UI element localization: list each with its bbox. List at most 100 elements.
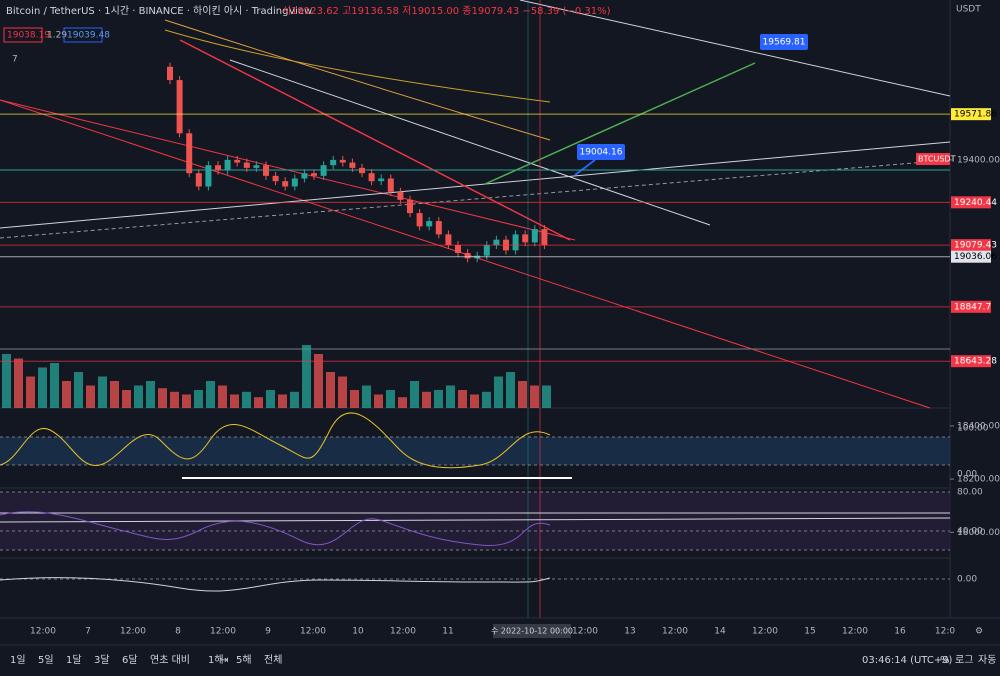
candle: [359, 167, 365, 174]
volume-bar: [494, 376, 503, 408]
volume-bar: [314, 354, 323, 408]
volume-bar: [518, 381, 527, 408]
volume-bar: [470, 394, 479, 408]
price-tag-label: 19079.43: [954, 241, 997, 251]
volume-bar: [446, 385, 455, 408]
volume-bar: [506, 372, 515, 408]
osc-guides: [0, 436, 950, 580]
time-label: 11: [442, 627, 453, 637]
scale-button[interactable]: %: [940, 655, 950, 666]
candle: [205, 165, 212, 187]
panes: [0, 0, 1000, 646]
volume-bar: [242, 391, 251, 408]
range-button[interactable]: 연초 대비: [150, 654, 190, 666]
candle: [464, 252, 471, 259]
time-label: 13: [624, 627, 635, 637]
price-tag-label: 18847.7: [954, 302, 991, 312]
volume-bar: [290, 391, 299, 408]
volume-bar: [206, 381, 215, 408]
volume-bar: [218, 385, 227, 408]
osc-axis-label: 0.00: [957, 575, 977, 585]
volume-bar: [530, 385, 539, 408]
volume-bar: [398, 397, 407, 408]
settings[interactable]: ⚙: [975, 627, 983, 637]
currency[interactable]: USDT: [956, 5, 981, 15]
scale-button[interactable]: 자동: [978, 654, 996, 666]
price-tick-label: 18200.00: [957, 475, 1000, 485]
scale-button[interactable]: 로그: [955, 655, 973, 666]
time-label: 12:00: [572, 627, 598, 637]
price-tick-label: 19400.00: [957, 155, 1000, 165]
osc-axis-label: 100.00: [957, 424, 989, 434]
time-label: 15: [804, 627, 815, 637]
candle: [455, 245, 461, 253]
price-tag: [951, 239, 991, 252]
price-tag-label: 18643.28: [954, 357, 997, 367]
volume-bar: [254, 397, 263, 408]
symbol-tag: [916, 153, 950, 165]
range-button[interactable]: 3달: [94, 654, 110, 666]
candle: [512, 234, 519, 251]
range-button[interactable]: 전체: [264, 654, 282, 666]
clock: 03:46:14 (UTC+9): [862, 655, 953, 666]
annotation-box: [577, 144, 625, 160]
candle: [426, 221, 433, 227]
candle: [320, 165, 327, 176]
indicator-count[interactable]: 7: [12, 55, 18, 65]
candle: [541, 229, 548, 246]
price-tag: [951, 108, 991, 121]
range-button[interactable]: 1해: [208, 653, 224, 666]
volume-bar: [182, 394, 191, 408]
range-button[interactable]: 5일: [38, 654, 54, 666]
annotation-label: 19004.16: [580, 148, 623, 158]
spread: 1.29: [47, 31, 67, 41]
range-button[interactable]: 1일: [10, 654, 26, 666]
candle: [522, 234, 529, 243]
volume-bar: [74, 372, 83, 408]
bid-box: [3, 27, 43, 43]
volume-bar: [170, 391, 179, 408]
volume-bar: [266, 390, 275, 408]
volume-bar: [146, 381, 155, 408]
candle: [272, 175, 279, 182]
candle: [339, 159, 346, 163]
time-label: 12:00: [662, 627, 688, 637]
time-label: 16: [894, 627, 906, 637]
osc-axis-label: 0.00: [957, 470, 977, 480]
volume-bar: [2, 354, 11, 408]
time-label: 12:00: [210, 627, 236, 637]
candle: [167, 66, 173, 81]
price-tag-label: 19571.86: [954, 110, 997, 120]
candle: [224, 159, 231, 171]
bid: 19038.19: [7, 31, 50, 41]
price-tick-label: 18400.00: [957, 421, 1000, 431]
ohlc: 시19123.62 고19136.58 저19015.00 종19079.43 …: [282, 5, 611, 17]
trend-lines: [0, 0, 951, 618]
candle: [311, 173, 317, 176]
time-label: 7: [85, 627, 91, 637]
date-range-icon[interactable]: ⇥: [220, 655, 228, 666]
time-label: 12:00: [390, 627, 416, 637]
range-button[interactable]: 1달: [66, 654, 82, 666]
volume-bar: [338, 376, 347, 408]
annotation-label: 19569.81: [763, 38, 806, 48]
time-label: 12:00: [30, 627, 56, 637]
candle: [387, 178, 394, 192]
range-button[interactable]: 6달: [122, 654, 138, 666]
candle: [445, 234, 452, 246]
volume-bar: [62, 381, 71, 408]
candle: [215, 165, 221, 171]
range-button[interactable]: 5해: [236, 653, 252, 666]
candle: [483, 245, 490, 256]
volume-bar: [194, 390, 203, 408]
volume-bar: [374, 394, 383, 408]
volume-bar: [38, 367, 47, 408]
symbol-label: BTCUSDT: [918, 155, 956, 164]
ask-box: [63, 27, 103, 43]
candle: [243, 162, 250, 168]
price-tag-label: 19240.44: [954, 198, 997, 208]
candle: [531, 229, 538, 243]
price-tick-label: 18000.00: [957, 528, 1000, 538]
